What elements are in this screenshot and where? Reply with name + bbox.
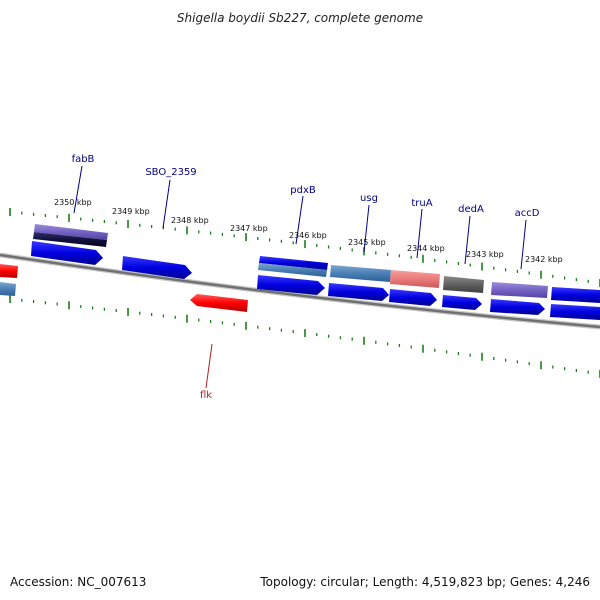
feature-pdxB-bottom[interactable] — [258, 263, 327, 277]
inner-ruler-ticks — [9, 295, 600, 378]
feature-usg[interactable] — [330, 265, 391, 282]
feature-truA[interactable] — [390, 270, 440, 288]
kbp-labels: 2350 kbp 2349 kbp 2348 kbp 2347 kbp 2346… — [54, 198, 563, 264]
feature-accD[interactable] — [491, 282, 548, 298]
kbp-label-2349: 2349 kbp — [112, 207, 150, 216]
cds-fabB[interactable] — [31, 241, 103, 265]
feature-dedA[interactable] — [443, 276, 484, 293]
cds-usg[interactable] — [328, 283, 389, 301]
kbp-label-2347: 2347 kbp — [230, 224, 268, 233]
leader-accD — [520, 219, 527, 270]
feature-right-edge[interactable] — [551, 287, 600, 303]
cds-left-edge[interactable] — [0, 282, 16, 296]
leader-fabB — [73, 165, 83, 214]
leader-SBO_2359 — [162, 179, 171, 229]
cds-accD[interactable] — [490, 299, 545, 315]
kbp-label-2346: 2346 kbp — [289, 231, 327, 240]
kbp-label-2342: 2342 kbp — [525, 255, 563, 264]
cds-flk[interactable] — [190, 294, 248, 312]
cds-truA[interactable] — [389, 289, 437, 306]
gene-label-usg[interactable]: usg — [360, 193, 378, 204]
topology-text: Topology: circular; Length: 4,519,823 bp… — [259, 575, 590, 589]
map-title: Shigella boydii Sb227, complete genome — [177, 11, 423, 25]
feature-track-upper — [0, 224, 600, 303]
cds-SBO_2359[interactable] — [122, 256, 192, 279]
feature-fabB-bottom[interactable] — [33, 232, 107, 247]
leader-usg — [363, 204, 370, 253]
cds-reverse-track — [190, 294, 248, 312]
feature-left-edge-red[interactable] — [0, 264, 18, 278]
gene-label-dedA[interactable]: dedA — [458, 204, 484, 215]
kbp-label-2343: 2343 kbp — [466, 250, 504, 259]
kbp-label-2345: 2345 kbp — [348, 238, 386, 247]
gene-label-truA[interactable]: truA — [411, 198, 432, 209]
outer-ruler-ticks — [9, 208, 600, 287]
gene-label-pdxB[interactable]: pdxB — [290, 185, 316, 196]
leader-flk — [205, 343, 213, 389]
gene-labels: fabB SBO_2359 pdxB usg truA dedA accD fl… — [72, 154, 540, 401]
gene-label-SBO_2359[interactable]: SBO_2359 — [145, 167, 196, 178]
kbp-label-2344: 2344 kbp — [407, 244, 445, 253]
leader-truA — [416, 208, 423, 259]
cds-right-edge[interactable] — [550, 304, 600, 320]
feature-fabB-top[interactable] — [34, 224, 108, 240]
leader-dedA — [464, 215, 471, 265]
gene-label-accD[interactable]: accD — [515, 208, 540, 219]
kbp-label-2348: 2348 kbp — [171, 216, 209, 225]
gene-label-fabB[interactable]: fabB — [72, 154, 95, 165]
cds-dedA[interactable] — [442, 295, 482, 310]
gene-leader-lines — [73, 165, 527, 389]
kbp-label-2350: 2350 kbp — [54, 198, 92, 207]
accession-text: Accession: NC_007613 — [10, 575, 146, 589]
genome-backbone-core — [0, 253, 600, 329]
feature-pdxB-top[interactable] — [259, 256, 328, 270]
leader-pdxB — [295, 195, 304, 245]
cds-forward-track — [0, 241, 600, 320]
cds-pdxB[interactable] — [257, 275, 325, 295]
gene-label-flk[interactable]: flk — [200, 390, 212, 401]
